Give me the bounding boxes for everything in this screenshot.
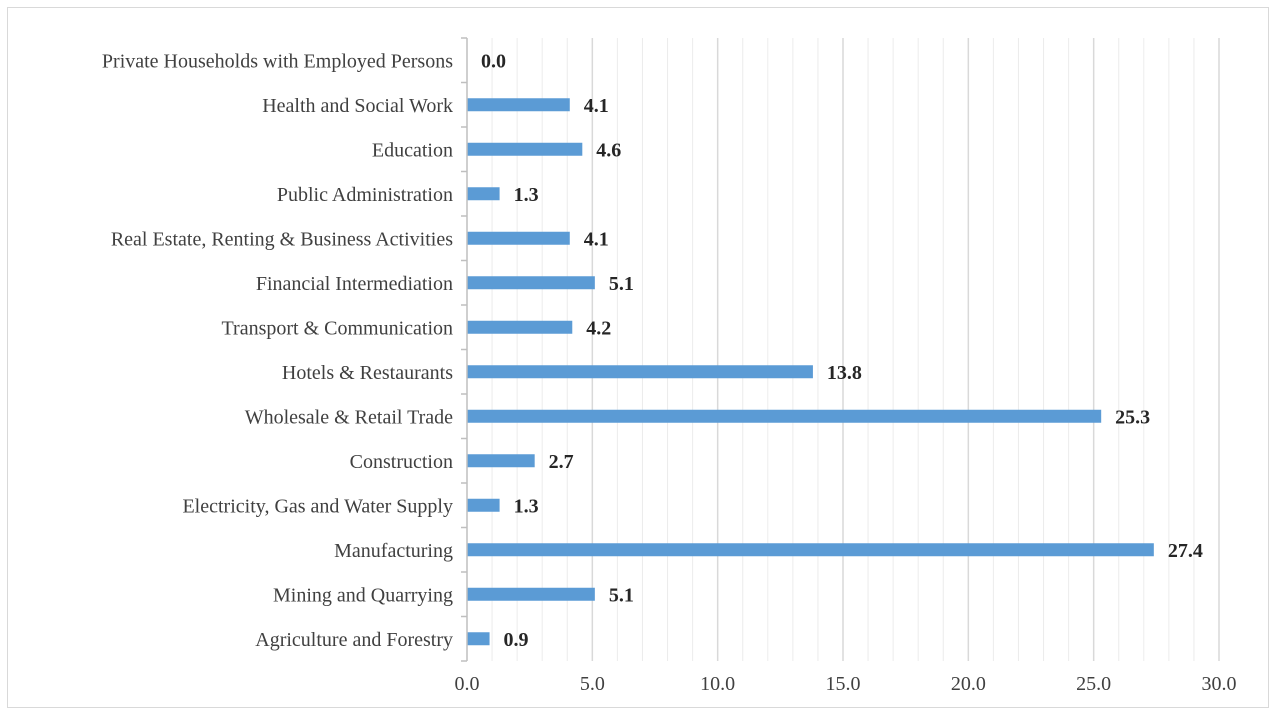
category-label: Private Households with Employed Persons <box>102 50 453 72</box>
bar <box>467 98 570 112</box>
bar <box>467 409 1102 423</box>
bar <box>467 587 595 601</box>
category-label: Wholesale & Retail Trade <box>245 406 453 428</box>
category-label: Mining and Quarrying <box>273 584 453 606</box>
category-label: Electricity, Gas and Water Supply <box>182 495 453 517</box>
bar <box>467 320 573 334</box>
x-tick-label: 30.0 <box>1202 673 1237 695</box>
x-tick-label: 15.0 <box>826 673 861 695</box>
x-axis-tick-labels: 0.0 5.0 10.0 15.0 20.0 25.0 30.0 <box>455 673 1237 695</box>
bar <box>467 365 813 379</box>
data-label: 4.2 <box>586 317 611 339</box>
data-label: 27.4 <box>1168 540 1203 562</box>
bar <box>467 276 595 290</box>
data-label: 4.1 <box>584 228 609 250</box>
category-label: Real Estate, Renting & Business Activiti… <box>111 228 453 250</box>
data-label: 25.3 <box>1115 406 1150 428</box>
bar <box>467 498 500 512</box>
bar <box>467 187 500 201</box>
data-label: 0.9 <box>504 629 529 651</box>
category-label: Transport & Communication <box>222 317 453 339</box>
category-label: Hotels & Restaurants <box>282 362 453 384</box>
bars <box>467 98 1154 646</box>
bar <box>467 543 1154 557</box>
data-label: 5.1 <box>609 584 634 606</box>
x-tick-label: 20.0 <box>951 673 986 695</box>
category-label: Financial Intermediation <box>256 273 453 295</box>
bar <box>467 231 570 245</box>
category-label: Education <box>372 139 453 161</box>
x-tick-label: 10.0 <box>700 673 735 695</box>
data-label: 5.1 <box>609 273 634 295</box>
category-label: Construction <box>350 451 453 473</box>
data-label: 0.0 <box>481 50 506 72</box>
y-axis <box>461 37 468 662</box>
data-labels: 0.9 5.1 27.4 1.3 2.7 25.3 13.8 4.2 5.1 4.1 1.3 4.6 4… <box>481 50 1203 651</box>
data-label: 4.1 <box>584 95 609 117</box>
category-labels: Agriculture and Forestry Mining and Quarr… <box>102 50 453 651</box>
x-tick-label: 5.0 <box>580 673 605 695</box>
category-label: Manufacturing <box>334 540 453 562</box>
data-label: 13.8 <box>827 362 862 384</box>
gridlines <box>491 38 1220 661</box>
category-label: Agriculture and Forestry <box>255 629 453 651</box>
chart-frame: Agriculture and Forestry Mining and Quarr… <box>7 7 1269 708</box>
x-tick-label: 25.0 <box>1076 673 1111 695</box>
data-label: 4.6 <box>596 139 621 161</box>
x-tick-label: 0.0 <box>455 673 480 695</box>
category-label: Public Administration <box>277 184 453 206</box>
data-label: 1.3 <box>514 495 539 517</box>
data-label: 2.7 <box>549 451 574 473</box>
category-label: Health and Social Work <box>262 95 453 117</box>
bar <box>467 632 490 646</box>
chart-svg: Agriculture and Forestry Mining and Quarr… <box>102 37 1237 695</box>
bar <box>467 142 583 156</box>
data-label: 1.3 <box>514 184 539 206</box>
bar <box>467 454 535 468</box>
